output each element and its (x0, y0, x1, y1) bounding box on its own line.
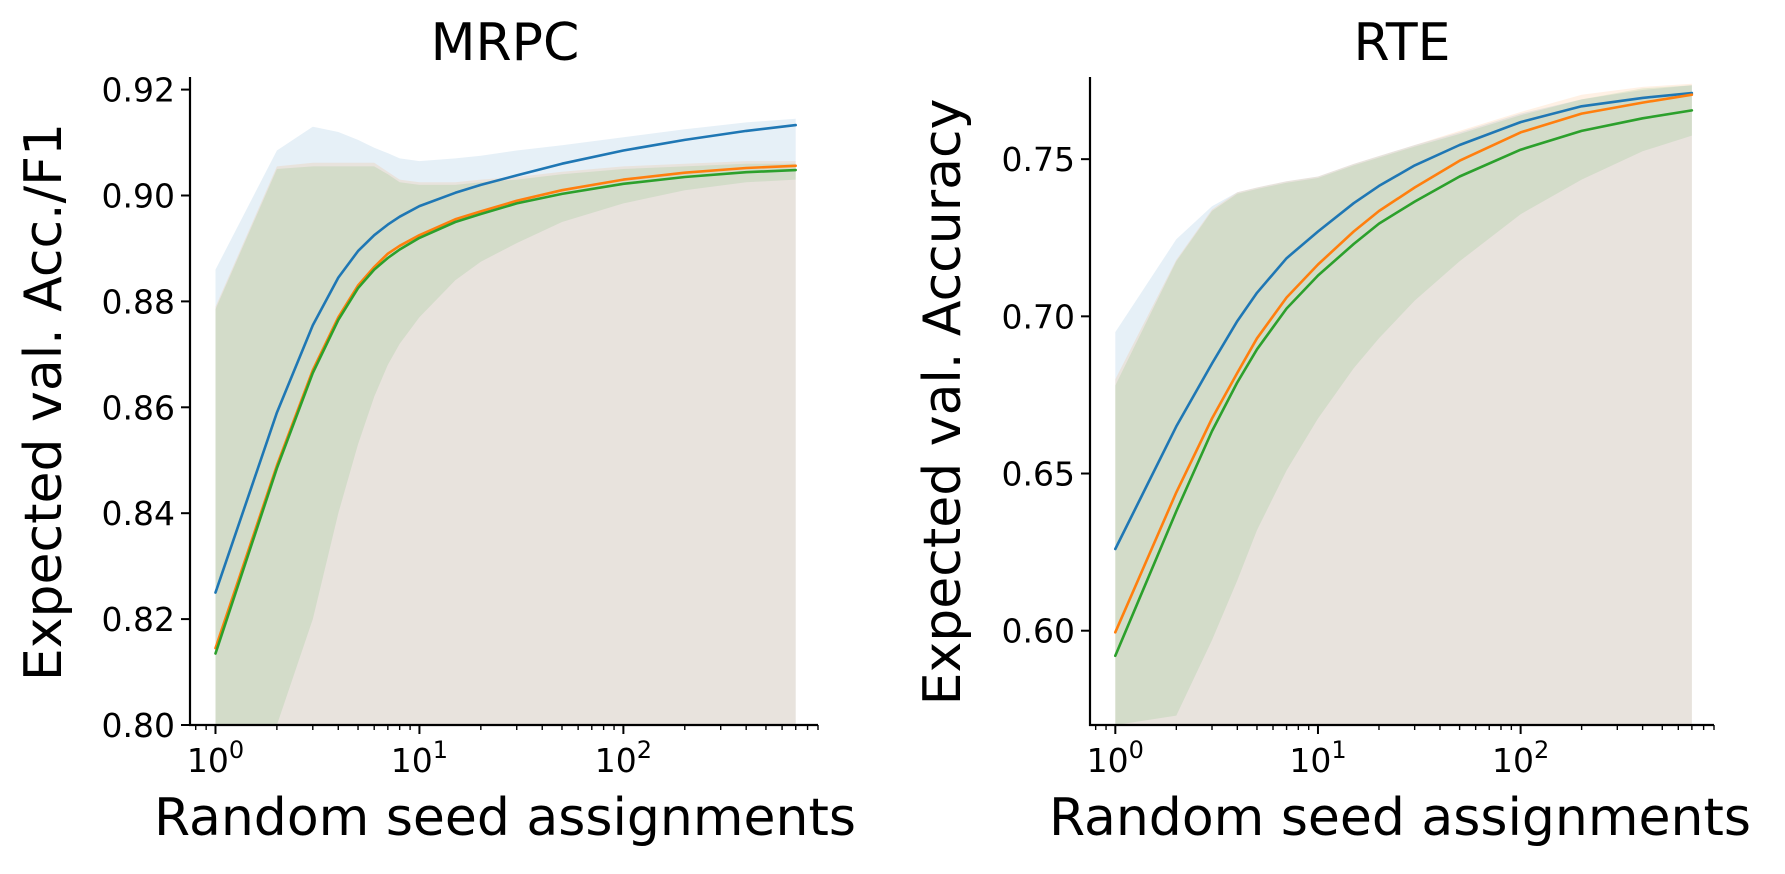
x-tick-label: 101 (1289, 736, 1346, 780)
confidence-band-0 (215, 118, 796, 725)
confidence-bands (1115, 83, 1692, 726)
series-line-0 (214, 123, 798, 594)
confidence-band-1 (1115, 83, 1692, 725)
y-tick-label: 0.90 (102, 176, 175, 215)
chart-panel-mrpc: MRPC Random seed assignments Expected va… (14, 13, 856, 848)
confidence-band-1 (215, 161, 796, 726)
series-line-2 (214, 168, 798, 655)
series-line-1 (1114, 93, 1694, 634)
confidence-band-2 (215, 163, 796, 725)
y-tick-label: 0.80 (102, 706, 175, 745)
y-tick-label: 0.86 (102, 388, 175, 427)
x-tick-label: 100 (1087, 736, 1144, 780)
axes: 0.60 0.65 0.70 0.75 100 101 102 (1002, 77, 1715, 780)
y-tick-label: 0.65 (1002, 455, 1075, 494)
y-tick-label: 0.92 (102, 71, 175, 110)
axes: 0.80 0.82 0.84 0.86 0.88 0.90 0.92 100 101 102 (102, 71, 819, 780)
x-tick-label: 102 (1492, 736, 1549, 780)
series-lines (214, 123, 798, 655)
confidence-band-2 (1115, 85, 1692, 726)
x-tick-label: 101 (391, 736, 448, 780)
confidence-band-0 (1115, 85, 1692, 726)
x-tick-label: 100 (187, 736, 244, 780)
series-lines (1114, 91, 1694, 658)
chart-title: MRPC (431, 13, 580, 73)
y-tick-label: 0.88 (102, 282, 175, 321)
series-line-2 (1114, 109, 1694, 658)
chart-title: RTE (1354, 13, 1451, 73)
x-axis-label: Random seed assignments (154, 788, 856, 848)
x-tick-label: 102 (595, 736, 652, 780)
confidence-bands (215, 118, 796, 726)
y-tick-label: 0.82 (102, 600, 175, 639)
y-axis-label: Expected val. Accuracy (913, 99, 973, 706)
chart-panel-rte: RTE Random seed assignments Expected val… (913, 13, 1751, 848)
y-tick-label: 0.70 (1002, 297, 1075, 336)
y-tick-label: 0.60 (1002, 612, 1075, 651)
y-axis-label: Expected val. Acc./F1 (14, 123, 74, 681)
y-tick-label: 0.84 (102, 494, 175, 533)
x-axis-label: Random seed assignments (1049, 788, 1751, 848)
series-line-0 (1114, 91, 1694, 551)
y-tick-label: 0.75 (1002, 140, 1075, 179)
